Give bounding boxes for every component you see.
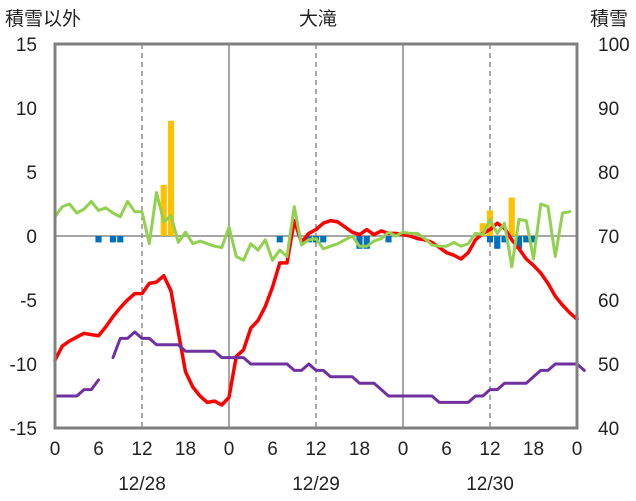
x-tick-label: 12 [479,439,500,460]
x-tick-label: 0 [224,439,235,460]
y-right-label: 積雪 [590,8,628,30]
y-left-tick-label: 0 [26,227,37,248]
y-left-tick-label: -10 [10,355,37,376]
bar-4 [486,236,494,243]
date-label: 12/29 [292,474,340,495]
x-tick-label: 6 [267,439,278,460]
x-tick-label: 0 [398,439,409,460]
x-tick-label: 0 [50,439,61,460]
bar-4 [523,236,530,243]
bar-4 [109,236,117,243]
y-left-tick-label: 10 [16,99,37,120]
bar-3 [508,197,515,236]
bar-3 [160,184,167,236]
date-label: 12/30 [466,474,514,495]
bar-4 [501,236,508,243]
series-line-2 [111,330,586,404]
y-left-tick-label: 5 [26,163,37,184]
bar-4 [494,236,501,249]
bar-3 [486,210,494,236]
bar-4 [117,236,124,243]
plot-frame [53,42,579,430]
x-tick-label: 18 [523,439,544,460]
y-right-tick-label: 70 [598,227,619,248]
y-right-tick-label: 100 [598,35,630,56]
bar-4 [385,236,392,243]
bar-4 [515,236,523,249]
y-left-tick-label: 15 [16,35,37,56]
series-line-1 [53,191,572,269]
x-tick-label: 18 [175,439,196,460]
series-line-2 [53,378,100,398]
plot-area [53,44,586,428]
x-tick-label: 6 [93,439,104,460]
bar-4 [276,236,283,243]
series-line-0 [53,218,579,407]
x-tick-label: 12 [305,439,326,460]
y-left-label: 積雪以外 [5,8,81,30]
bar-4 [356,236,363,249]
bar-4 [95,236,102,243]
bar-4 [320,236,327,243]
x-tick-label: 0 [572,439,583,460]
date-label: 12/28 [118,474,166,495]
title: 大滝 [299,8,337,30]
y-left-tick-label: -5 [20,291,37,312]
y-right-tick-label: 60 [598,291,619,312]
x-tick-label: 12 [131,439,152,460]
y-right-tick-label: 80 [598,163,619,184]
bar-3 [167,120,175,236]
y-left-tick-label: -15 [10,419,37,440]
y-right-tick-label: 90 [598,99,619,120]
x-tick-label: 6 [441,439,452,460]
y-right-tick-label: 50 [598,355,619,376]
y-right-tick-label: 40 [598,419,619,440]
bar-3 [479,223,486,236]
bar-4 [530,236,537,243]
x-tick-label: 18 [349,439,370,460]
bar-4 [363,236,370,249]
